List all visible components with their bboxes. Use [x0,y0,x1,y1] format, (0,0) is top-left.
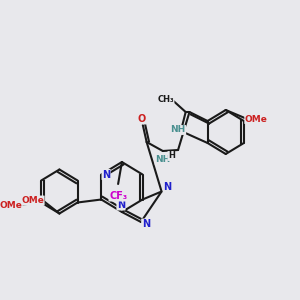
Text: O: O [138,114,146,124]
Text: OMe: OMe [0,201,22,210]
Text: NH: NH [170,125,186,134]
Text: CH₃: CH₃ [158,94,174,103]
Text: H: H [168,152,175,160]
Text: CF₃: CF₃ [109,191,127,201]
Text: N: N [142,219,150,229]
Text: N: N [117,200,125,210]
Text: OMe: OMe [21,196,44,205]
Text: N: N [102,169,110,179]
Text: NH: NH [155,155,170,164]
Text: N: N [163,182,171,193]
Text: OMe: OMe [245,115,268,124]
